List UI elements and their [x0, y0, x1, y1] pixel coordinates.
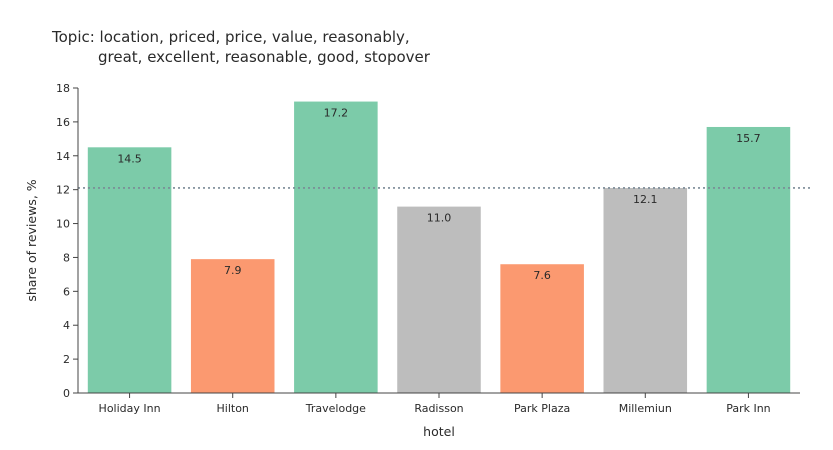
bar-millemiun — [603, 187, 688, 393]
bar-value-label: 17.2 — [324, 107, 349, 120]
bar-value-label: 14.5 — [117, 152, 142, 165]
y-tick-label: 4 — [63, 319, 70, 332]
x-tick-label: Travelodge — [305, 402, 366, 415]
bar-value-label: 12.1 — [633, 193, 658, 206]
chart-title-line-1: Topic: location, priced, price, value, r… — [52, 28, 410, 46]
x-tick-label: Park Plaza — [514, 402, 570, 415]
y-tick-label: 6 — [63, 285, 70, 298]
y-tick-label: 8 — [63, 251, 70, 264]
x-tick-label: Hilton — [217, 402, 249, 415]
bar-park-inn — [706, 126, 791, 393]
chart-title-line-2: great, excellent, reasonable, good, stop… — [98, 48, 430, 66]
y-tick-label: 16 — [56, 116, 70, 129]
bar-travelodge — [294, 101, 378, 393]
y-tick-label: 2 — [63, 353, 70, 366]
x-axis: Holiday Inn Hilton Travelodge Radisson Park … — [78, 392, 800, 415]
y-tick-label: 12 — [56, 184, 70, 197]
bar-value-label: 7.6 — [533, 269, 551, 282]
bar-value-label: 15.7 — [736, 132, 761, 145]
y-tick-label: 14 — [56, 150, 70, 163]
x-tick-label: Millemiun — [619, 402, 672, 415]
x-axis-title: hotel — [423, 424, 455, 439]
bar-holiday-inn — [87, 147, 172, 393]
bar-park-plaza — [500, 264, 584, 393]
y-tick-label: 10 — [56, 218, 70, 231]
x-tick-label: Holiday Inn — [99, 402, 161, 415]
y-axis: 0 2 4 6 8 10 12 14 16 18 — [56, 82, 79, 400]
bar-radisson — [397, 206, 481, 393]
bars-layer — [87, 101, 791, 393]
x-tick-label: Radisson — [414, 402, 463, 415]
bar-value-label: 11.0 — [427, 212, 452, 225]
x-tick-label: Park Inn — [726, 402, 770, 415]
y-tick-label: 0 — [63, 387, 70, 400]
value-labels-layer: 14.5 7.9 17.2 11.0 7.6 12.1 15.7 — [117, 107, 760, 283]
y-axis-title: share of reviews, % — [24, 179, 39, 301]
y-tick-label: 18 — [56, 82, 70, 95]
bar-value-label: 7.9 — [224, 264, 242, 277]
bar-hilton — [190, 259, 275, 393]
